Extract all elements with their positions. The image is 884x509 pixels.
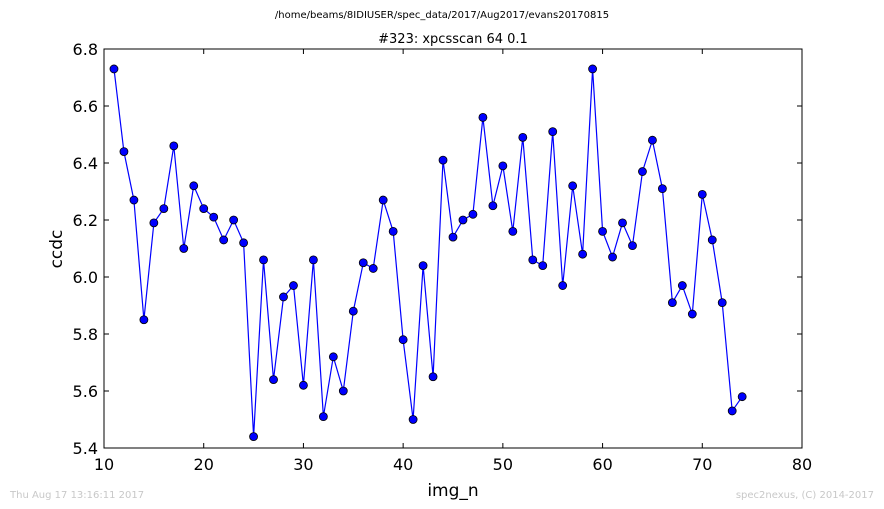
x-tick-label: 70: [692, 455, 712, 474]
data-point: [598, 226, 607, 236]
data-point: [588, 64, 597, 74]
y-tick-label: 5.4: [73, 439, 98, 458]
data-point: [308, 255, 318, 265]
x-tick-label: 30: [293, 455, 313, 474]
data-point: [189, 181, 199, 191]
data-point: [249, 432, 258, 442]
data-point: [388, 226, 398, 236]
data-point: [498, 161, 508, 171]
data-point: [159, 204, 169, 214]
y-tick-label: 5.6: [73, 382, 98, 401]
y-axis-label: ccdc: [47, 230, 67, 269]
data-point: [149, 218, 159, 228]
data-point: [438, 155, 448, 165]
data-point: [558, 281, 568, 290]
data-point: [687, 309, 697, 319]
data-point: [169, 141, 179, 151]
y-tick-label: 6.6: [73, 97, 98, 116]
data-point: [667, 298, 677, 308]
data-point: [608, 252, 617, 262]
data-point: [458, 215, 468, 225]
data-point: [717, 298, 727, 308]
data-point: [737, 392, 747, 402]
data-point: [727, 406, 737, 416]
data-point: [119, 147, 129, 157]
x-tick-label: 40: [393, 455, 413, 474]
y-axis-ticks: 5.4 5.6 5.8 6.0 6.2 6.4 6.6 6.8: [73, 40, 802, 458]
data-point: [139, 315, 149, 325]
data-point: [318, 412, 328, 422]
data-point: [707, 235, 717, 245]
data-point: [229, 215, 239, 225]
data-point: [269, 375, 278, 385]
data-point: [508, 226, 518, 236]
series-line: [113, 68, 743, 437]
data-point: [618, 218, 627, 228]
data-point: [328, 352, 338, 362]
x-tick-label: 60: [592, 455, 612, 474]
y-tick-label: 6.0: [73, 268, 98, 287]
y-tick-label: 6.2: [73, 211, 98, 230]
data-point: [478, 113, 488, 122]
data-point: [518, 132, 528, 142]
y-tick-label: 6.8: [73, 40, 98, 59]
data-point: [578, 249, 588, 259]
data-point: [279, 292, 288, 302]
data-point: [358, 258, 368, 268]
data-point: [538, 261, 548, 271]
data-point: [338, 386, 348, 396]
data-point: [368, 264, 378, 273]
data-point: [398, 335, 408, 345]
data-point: [528, 255, 538, 265]
footer-timestamp: Thu Aug 17 13:16:11 2017: [9, 490, 144, 501]
data-point: [348, 306, 358, 316]
x-tick-label: 80: [792, 455, 812, 474]
y-tick-label: 6.4: [73, 154, 98, 173]
data-point: [428, 372, 438, 382]
data-point: [239, 238, 249, 248]
data-point: [199, 204, 209, 214]
data-point: [408, 415, 418, 424]
data-point: [179, 244, 189, 253]
footer-credit: spec2nexus, (C) 2014-2017: [736, 490, 874, 501]
data-point: [299, 380, 308, 390]
data-point: [677, 281, 687, 290]
data-point: [109, 64, 119, 74]
series-points: [109, 64, 747, 442]
x-tick-label: 10: [94, 455, 114, 474]
data-point: [488, 201, 498, 211]
data-point: [418, 261, 428, 271]
data-point: [568, 181, 578, 191]
chart-title: #323: xpcsscan 64 0.1: [378, 32, 528, 47]
data-point: [129, 195, 139, 205]
data-point: [548, 127, 558, 137]
figure-suptitle: /home/beams/8IDIUSER/spec_data/2017/Aug2…: [275, 10, 609, 21]
data-point: [628, 241, 637, 251]
plot-area-frame: [103, 48, 803, 449]
data-point: [259, 255, 268, 265]
data-point: [697, 189, 707, 199]
data-point: [638, 167, 647, 176]
data-point: [219, 235, 229, 245]
x-axis-ticks: 10 20 30 40 50 60 70 80: [94, 49, 812, 474]
data-point: [448, 232, 458, 242]
data-point: [289, 281, 298, 290]
data-point: [648, 135, 657, 145]
data-point: [658, 184, 667, 194]
data-point: [209, 212, 219, 222]
data-point: [468, 209, 478, 219]
x-tick-label: 50: [493, 455, 513, 474]
data-point: [378, 195, 388, 205]
x-tick-label: 20: [194, 455, 214, 474]
y-tick-label: 5.8: [73, 325, 98, 344]
x-axis-label: img_n: [427, 481, 478, 501]
